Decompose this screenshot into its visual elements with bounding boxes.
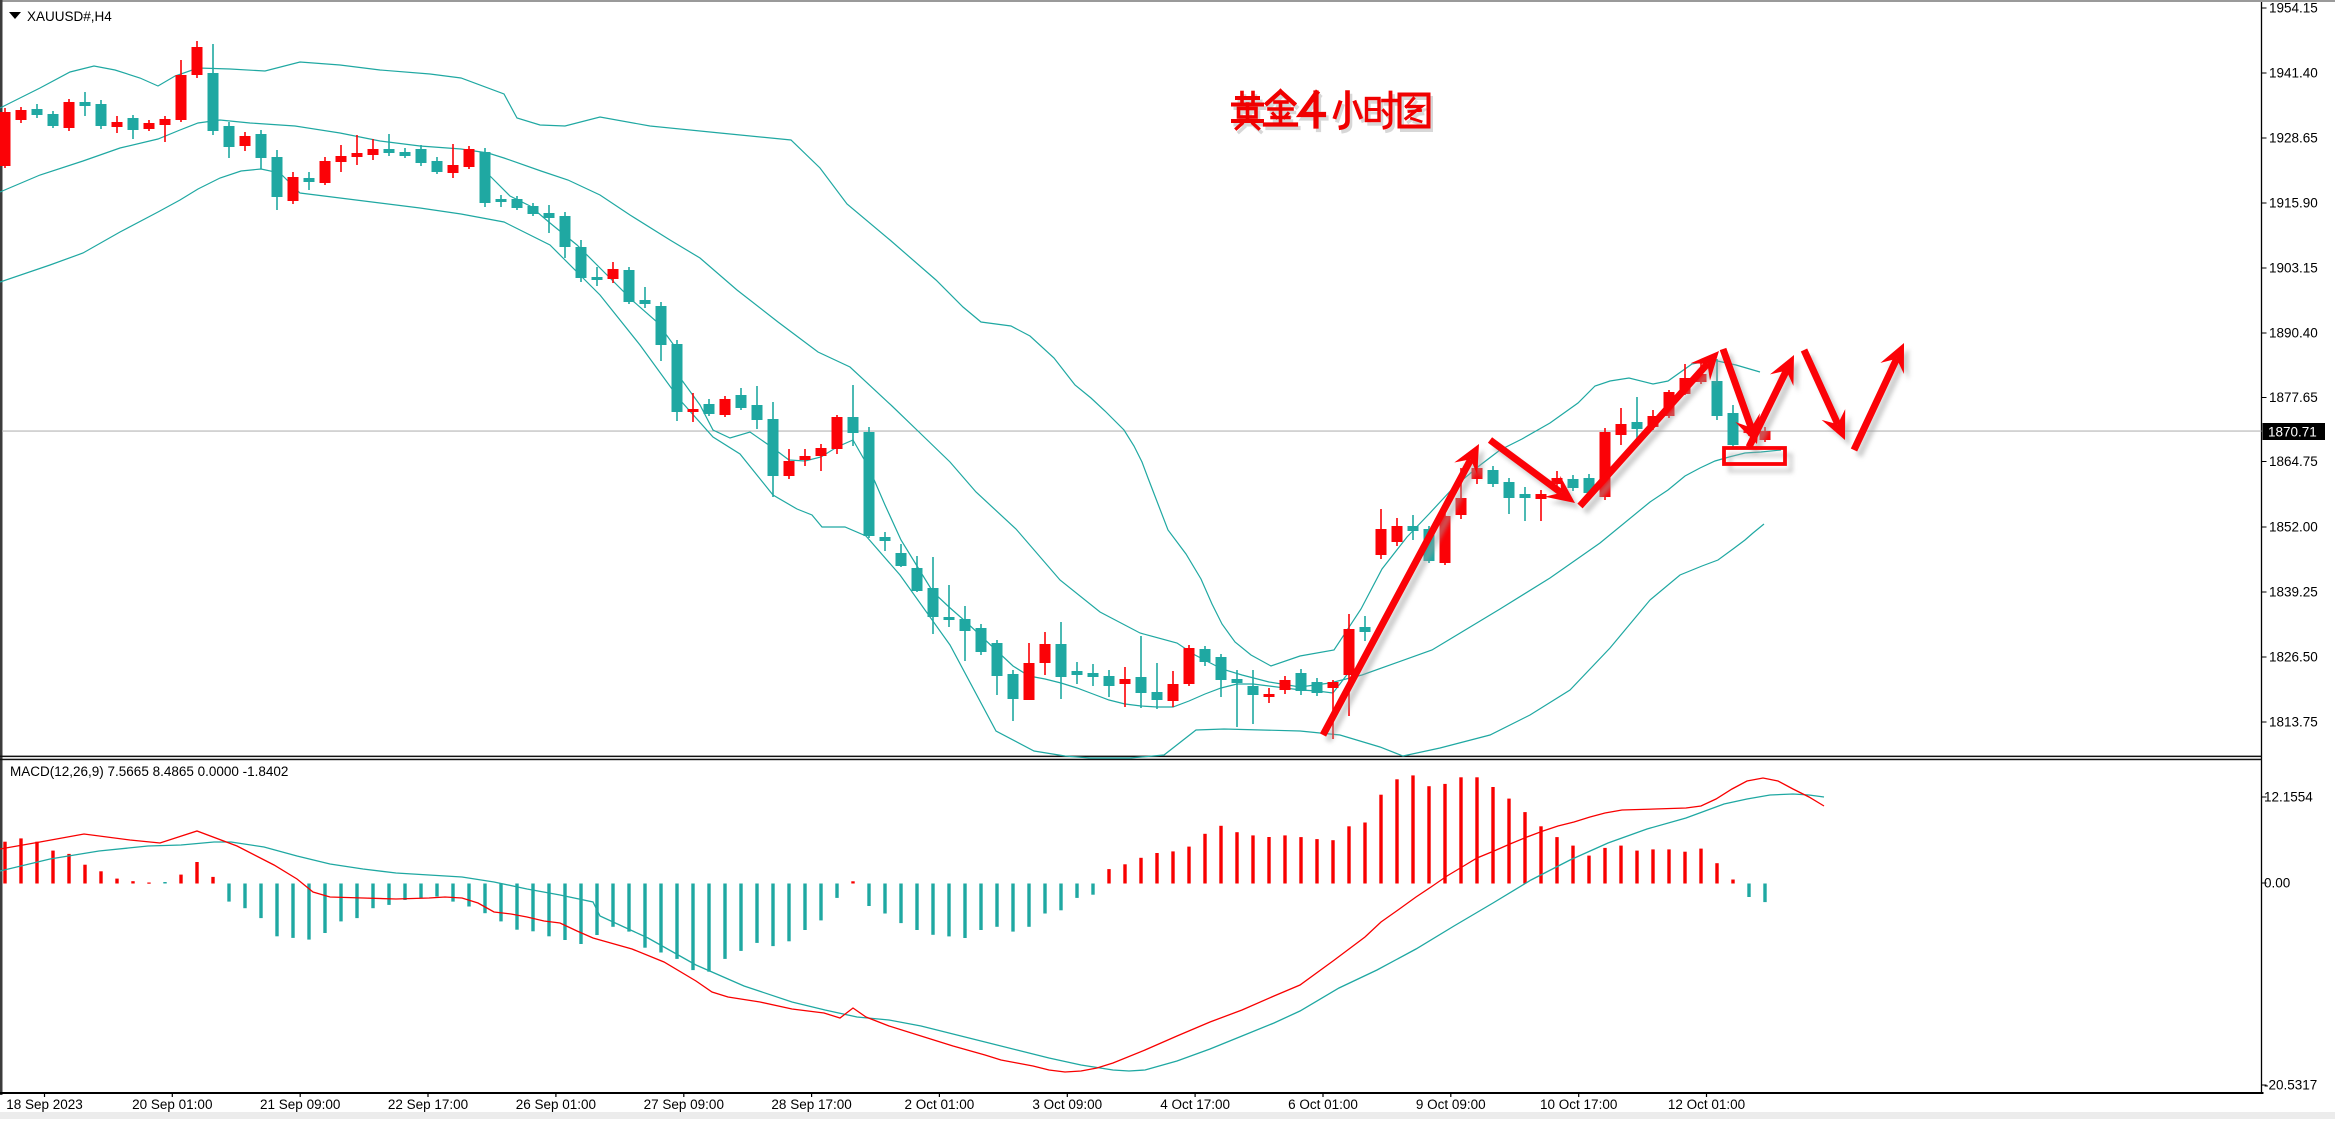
svg-text:1826.50: 1826.50: [2269, 650, 2318, 665]
svg-text:12 Oct 01:00: 12 Oct 01:00: [1668, 1097, 1745, 1112]
svg-text:1903.15: 1903.15: [2269, 261, 2318, 276]
svg-text:1954.15: 1954.15: [2269, 1, 2318, 16]
svg-text:XAUUSD#,H4: XAUUSD#,H4: [27, 9, 112, 24]
svg-text:1877.65: 1877.65: [2269, 390, 2318, 405]
svg-text:26 Sep 01:00: 26 Sep 01:00: [516, 1097, 596, 1112]
svg-text:20 Sep 01:00: 20 Sep 01:00: [132, 1097, 212, 1112]
svg-text:28 Sep 17:00: 28 Sep 17:00: [771, 1097, 851, 1112]
svg-text:21 Sep 09:00: 21 Sep 09:00: [260, 1097, 340, 1112]
svg-text:22 Sep 17:00: 22 Sep 17:00: [388, 1097, 468, 1112]
svg-text:MACD(12,26,9) 7.5665 8.4865 0.: MACD(12,26,9) 7.5665 8.4865 0.0000 -1.84…: [10, 764, 288, 779]
svg-text:4 Oct 17:00: 4 Oct 17:00: [1160, 1097, 1230, 1112]
svg-text:-20.5317: -20.5317: [2264, 1078, 2317, 1093]
svg-text:1813.75: 1813.75: [2269, 715, 2318, 730]
svg-text:18 Sep 2023: 18 Sep 2023: [6, 1097, 83, 1112]
svg-text:1928.65: 1928.65: [2269, 131, 2318, 146]
svg-text:1915.90: 1915.90: [2269, 196, 2318, 211]
svg-text:9 Oct 09:00: 9 Oct 09:00: [1416, 1097, 1486, 1112]
svg-text:2 Oct 01:00: 2 Oct 01:00: [905, 1097, 975, 1112]
svg-text:1839.25: 1839.25: [2269, 585, 2318, 600]
svg-text:3 Oct 09:00: 3 Oct 09:00: [1032, 1097, 1102, 1112]
svg-text:1941.40: 1941.40: [2269, 66, 2318, 81]
svg-text:6 Oct 01:00: 6 Oct 01:00: [1288, 1097, 1358, 1112]
svg-text:27 Sep 09:00: 27 Sep 09:00: [644, 1097, 724, 1112]
svg-text:0.00: 0.00: [2264, 876, 2290, 891]
svg-text:1864.75: 1864.75: [2269, 454, 2318, 469]
svg-text:10 Oct 17:00: 10 Oct 17:00: [1540, 1097, 1617, 1112]
svg-text:1890.40: 1890.40: [2269, 326, 2318, 341]
svg-text:1870.71: 1870.71: [2268, 425, 2317, 440]
svg-text:12.1554: 12.1554: [2264, 790, 2313, 805]
svg-text:1852.00: 1852.00: [2269, 520, 2318, 535]
